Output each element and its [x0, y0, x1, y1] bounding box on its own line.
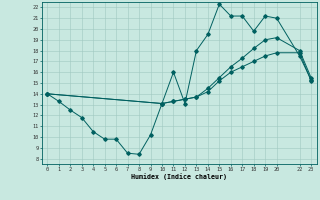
X-axis label: Humidex (Indice chaleur): Humidex (Indice chaleur): [131, 173, 227, 180]
